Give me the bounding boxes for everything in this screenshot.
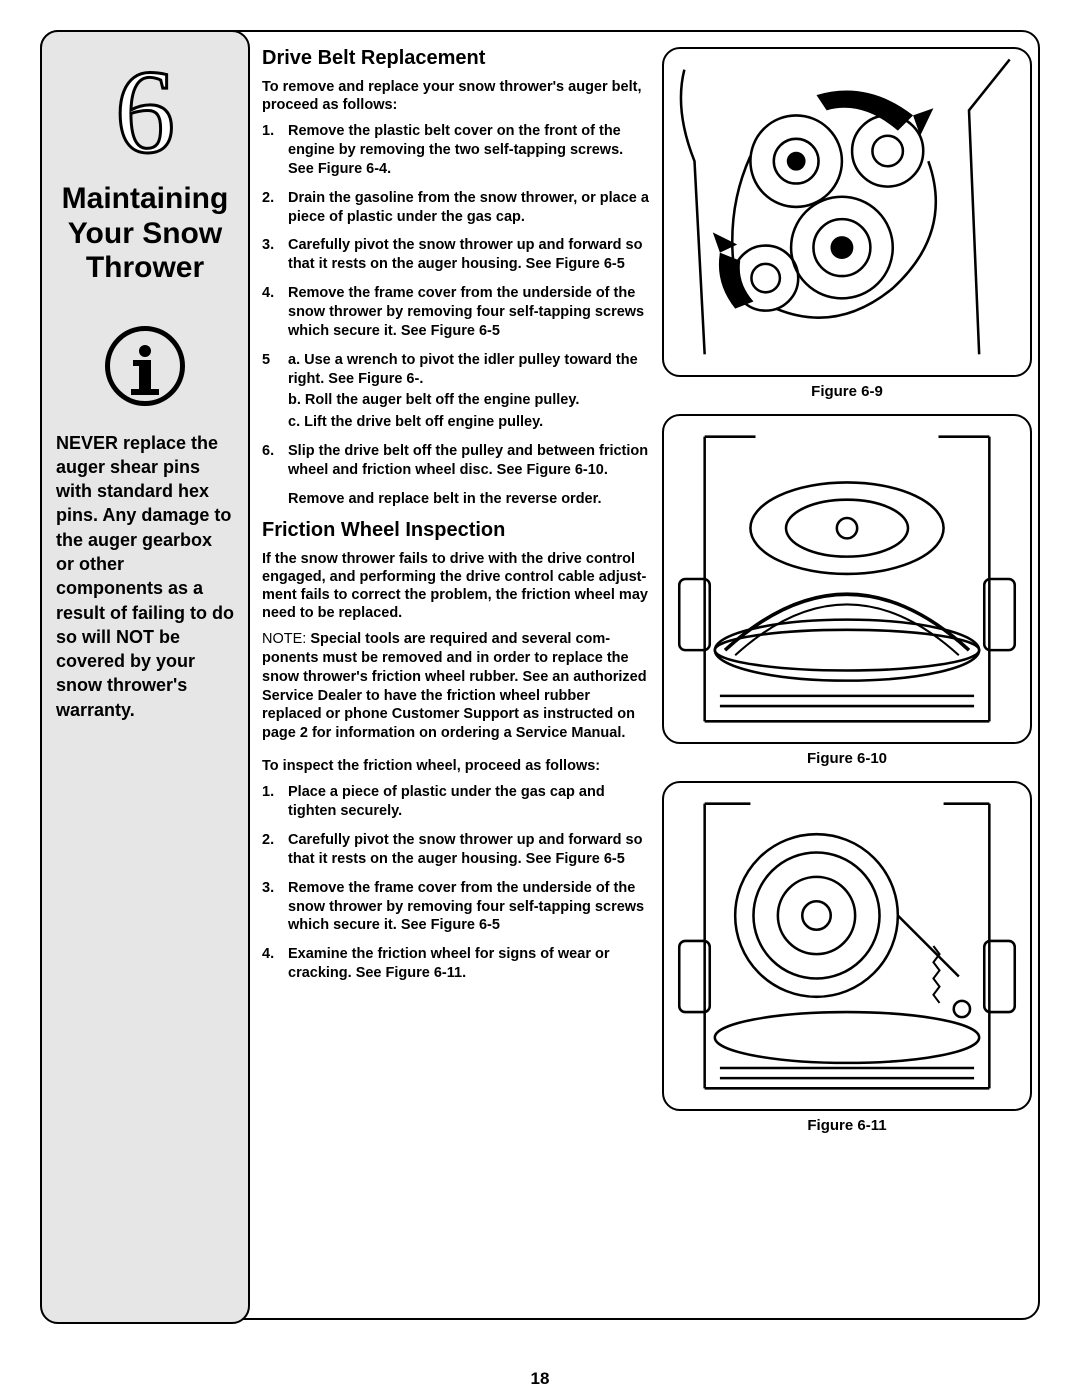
step: Carefully pivot the snow thrower up and … xyxy=(262,236,652,274)
figure-6-11-caption: Figure 6-11 xyxy=(662,1117,1032,1134)
step: Remove the frame cover from the undersid… xyxy=(262,879,652,936)
step: Place a piece of plastic under the gas c… xyxy=(262,783,652,821)
section1-outro: Remove and replace belt in the reverse o… xyxy=(262,490,652,509)
section2-note: NOTE: Special tools are required and sev… xyxy=(262,630,652,743)
chapter-title: Maintaining Your Snow Thrower xyxy=(52,182,238,286)
step5b: b. Roll the auger belt off the engine pu… xyxy=(288,391,652,410)
section2-intro: If the snow thrower fails to drive with … xyxy=(262,550,652,623)
step5c: c. Lift the drive belt off engine pulley… xyxy=(288,413,652,432)
step: Carefully pivot the snow thrower up and … xyxy=(262,831,652,869)
main-content: Drive Belt Replacement To remove and rep… xyxy=(262,47,1032,1148)
figure-6-10-caption: Figure 6-10 xyxy=(662,750,1032,767)
chapter-number: 6 xyxy=(52,52,238,172)
section2-steps: Place a piece of plastic under the gas c… xyxy=(262,783,652,983)
section1-intro: To remove and replace your snow thrower'… xyxy=(262,78,652,114)
page-number: 18 xyxy=(0,1369,1080,1389)
step: Drain the gasoline from the snow thrower… xyxy=(262,189,652,227)
warranty-warning: NEVER replace the auger shear pins with … xyxy=(52,431,238,723)
note-body: Special tools are required and several c… xyxy=(262,631,647,741)
figure-column: Figure 6-9 xyxy=(662,47,1032,1148)
info-icon-wrap xyxy=(52,326,238,406)
section2-heading: Friction Wheel Inspection xyxy=(262,519,652,542)
step: Examine the friction wheel for signs of … xyxy=(262,945,652,983)
step-5: a. Use a wrench to pivot the idler pulle… xyxy=(262,351,652,432)
note-label: NOTE: xyxy=(262,631,306,647)
figure-6-11-box xyxy=(662,781,1032,1111)
figure-6-10-box xyxy=(662,414,1032,744)
step5a: a. Use a wrench to pivot the idler pulle… xyxy=(288,351,652,389)
page-frame: 6 Maintaining Your Snow Thrower NEVER re… xyxy=(40,30,1040,1320)
figure-6-9-caption: Figure 6-9 xyxy=(662,383,1032,400)
section1-heading: Drive Belt Replacement xyxy=(262,47,652,70)
step: Remove the plastic belt cover on the fro… xyxy=(262,122,652,179)
info-icon xyxy=(105,326,185,406)
step: Slip the drive belt off the pulley and b… xyxy=(262,442,652,480)
sidebar: 6 Maintaining Your Snow Thrower NEVER re… xyxy=(40,30,250,1324)
section2-lead: To inspect the friction wheel, proceed a… xyxy=(262,757,652,775)
figure-6-9-box xyxy=(662,47,1032,377)
step: Remove the frame cover from the undersid… xyxy=(262,284,652,341)
section1-steps: Remove the plastic belt cover on the fro… xyxy=(262,122,652,480)
text-column: Drive Belt Replacement To remove and rep… xyxy=(262,47,662,1148)
